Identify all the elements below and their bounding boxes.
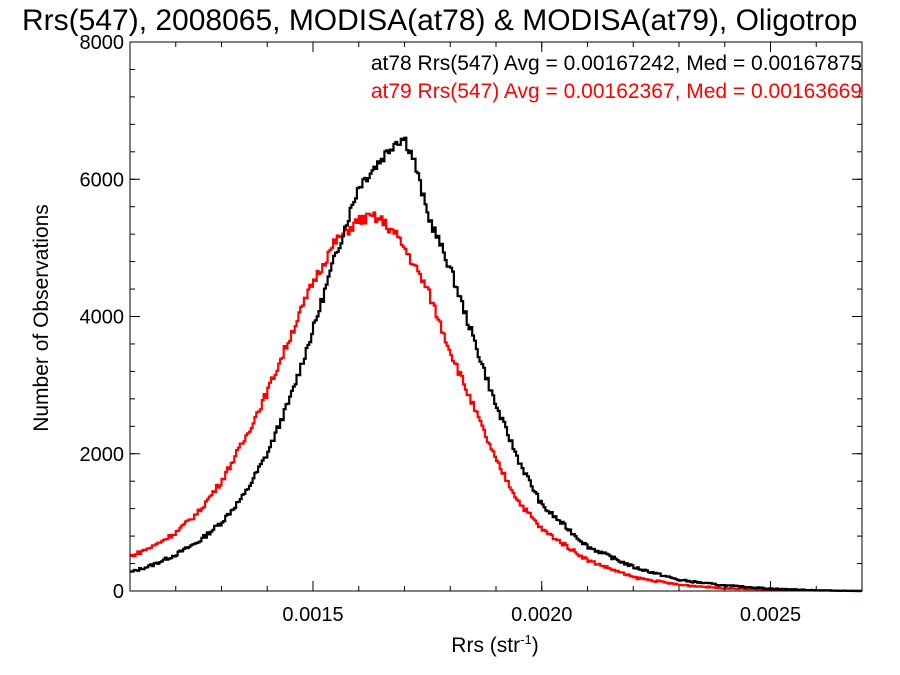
x-axis-label-text: Rrs (str (451, 634, 520, 657)
x-tick-label: 0.0020 (511, 604, 572, 626)
legend-entry-at79: at79 Rrs(547) Avg = 0.00162367, Med = 0.… (371, 80, 862, 103)
legend-entry-at78: at78 Rrs(547) Avg = 0.00167242, Med = 0.… (371, 52, 862, 75)
y-tick-label: 6000 (80, 169, 125, 191)
y-tick-label: 4000 (80, 307, 125, 329)
x-axis-label: Rrs (str-1) (451, 632, 538, 657)
plot-frame (129, 41, 863, 592)
x-axis-label-superscript: -1 (520, 632, 532, 647)
axes: 0.0015 0.0020 0.0025 0 2000 4000 6000 8000 (80, 32, 863, 626)
y-tick-label: 8000 (80, 32, 125, 54)
chart-title: Rrs(547), 2008065, MODISA(at78) & MODISA… (22, 4, 857, 37)
series-line-at78 (130, 136, 862, 593)
x-tick-label: 0.0015 (282, 604, 343, 626)
x-tick-label: 0.0025 (740, 604, 801, 626)
y-tick-label: 0 (113, 581, 124, 603)
legend: at78 Rrs(547) Avg = 0.00167242, Med = 0.… (371, 52, 862, 103)
series-line-at79 (130, 211, 862, 593)
y-tick-label: 2000 (80, 444, 125, 466)
plot-area (130, 136, 862, 593)
y-axis-label: Number of Observations (30, 204, 53, 432)
x-axis-label-close: ) (532, 634, 539, 657)
